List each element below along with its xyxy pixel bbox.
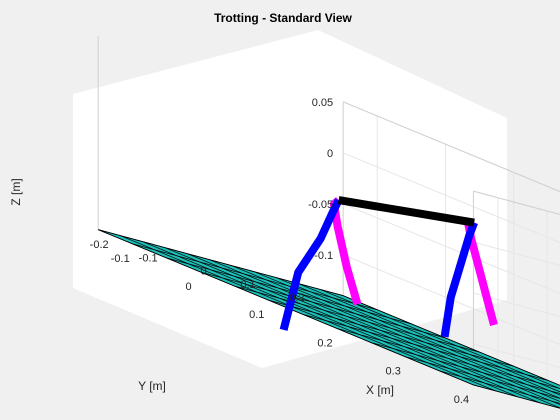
ground-grid-line: [302, 314, 548, 381]
x-tick-label: 0.1: [249, 309, 264, 321]
y-axis-label: Y [m]: [138, 379, 166, 393]
x-tick-label: 0: [185, 281, 191, 293]
ground-grid-line: [276, 277, 560, 396]
ground-grid-line: [120, 235, 496, 392]
ground-grid-line: [343, 295, 560, 386]
z-grid-line: [342, 254, 560, 368]
ground-grid-line: [142, 241, 519, 398]
ground-grid-line: [370, 342, 560, 394]
ground-grid-line: [187, 253, 560, 409]
chart-title: Trotting - Standard View: [214, 11, 352, 25]
y-tick-label: 0: [201, 266, 207, 278]
y-tick-label: -0.1: [139, 252, 158, 264]
ground-grid-line: [439, 370, 560, 404]
ground-grid-line: [268, 299, 514, 367]
leg-trajectories: [279, 196, 498, 338]
axes-background-back-wall: [318, 30, 507, 300]
ground-grid-line: [98, 229, 344, 296]
axes-box-edge: [342, 101, 560, 193]
x-tick-label: -0.1: [111, 253, 130, 265]
z-tick-label: -0.05: [308, 199, 333, 211]
x-tick-label: 0.3: [386, 366, 401, 378]
ground-grid-line: [473, 384, 560, 409]
axis-ticks: -0.100.10.20.30.40.20.10-0.1-0.20.050-0.…: [90, 97, 469, 406]
z-tick-label: 0: [327, 148, 333, 160]
ground-grid-line: [298, 283, 560, 393]
y-tick-label: 0.2: [289, 292, 304, 304]
x-tick-label: 0.4: [454, 394, 469, 406]
x-tick-label: 0.2: [317, 337, 332, 349]
z-grid-line: [342, 152, 560, 266]
ground-grid-line: [164, 247, 541, 404]
ground-grid-line: [132, 243, 378, 311]
ground-grid-line: [253, 271, 560, 399]
trajectory-series-3: [440, 221, 478, 338]
axes-box-edge: [473, 190, 560, 215]
ground-grid-line: [209, 259, 560, 406]
ground-grid-line: [234, 285, 480, 353]
ground-grid-line: [200, 271, 446, 339]
z-tick-label: -0.1: [314, 250, 333, 262]
ground-grid-line: [405, 356, 560, 399]
x-axis-label: X [m]: [366, 383, 394, 397]
ground-grid-line: [320, 289, 560, 389]
trajectory-series-4: [338, 196, 475, 227]
y-tick-label: -0.2: [90, 239, 109, 251]
axes-background-left-wall: [73, 30, 318, 288]
z-tick-label: 0.05: [312, 97, 333, 109]
z-grid-line: [342, 203, 560, 317]
ground-grid-line: [166, 257, 412, 325]
ground-grid-line: [336, 328, 560, 389]
z-axis-label: Z [m]: [9, 178, 23, 205]
y-tick-label: 0.1: [240, 279, 255, 291]
trajectory-series-1: [279, 198, 343, 331]
